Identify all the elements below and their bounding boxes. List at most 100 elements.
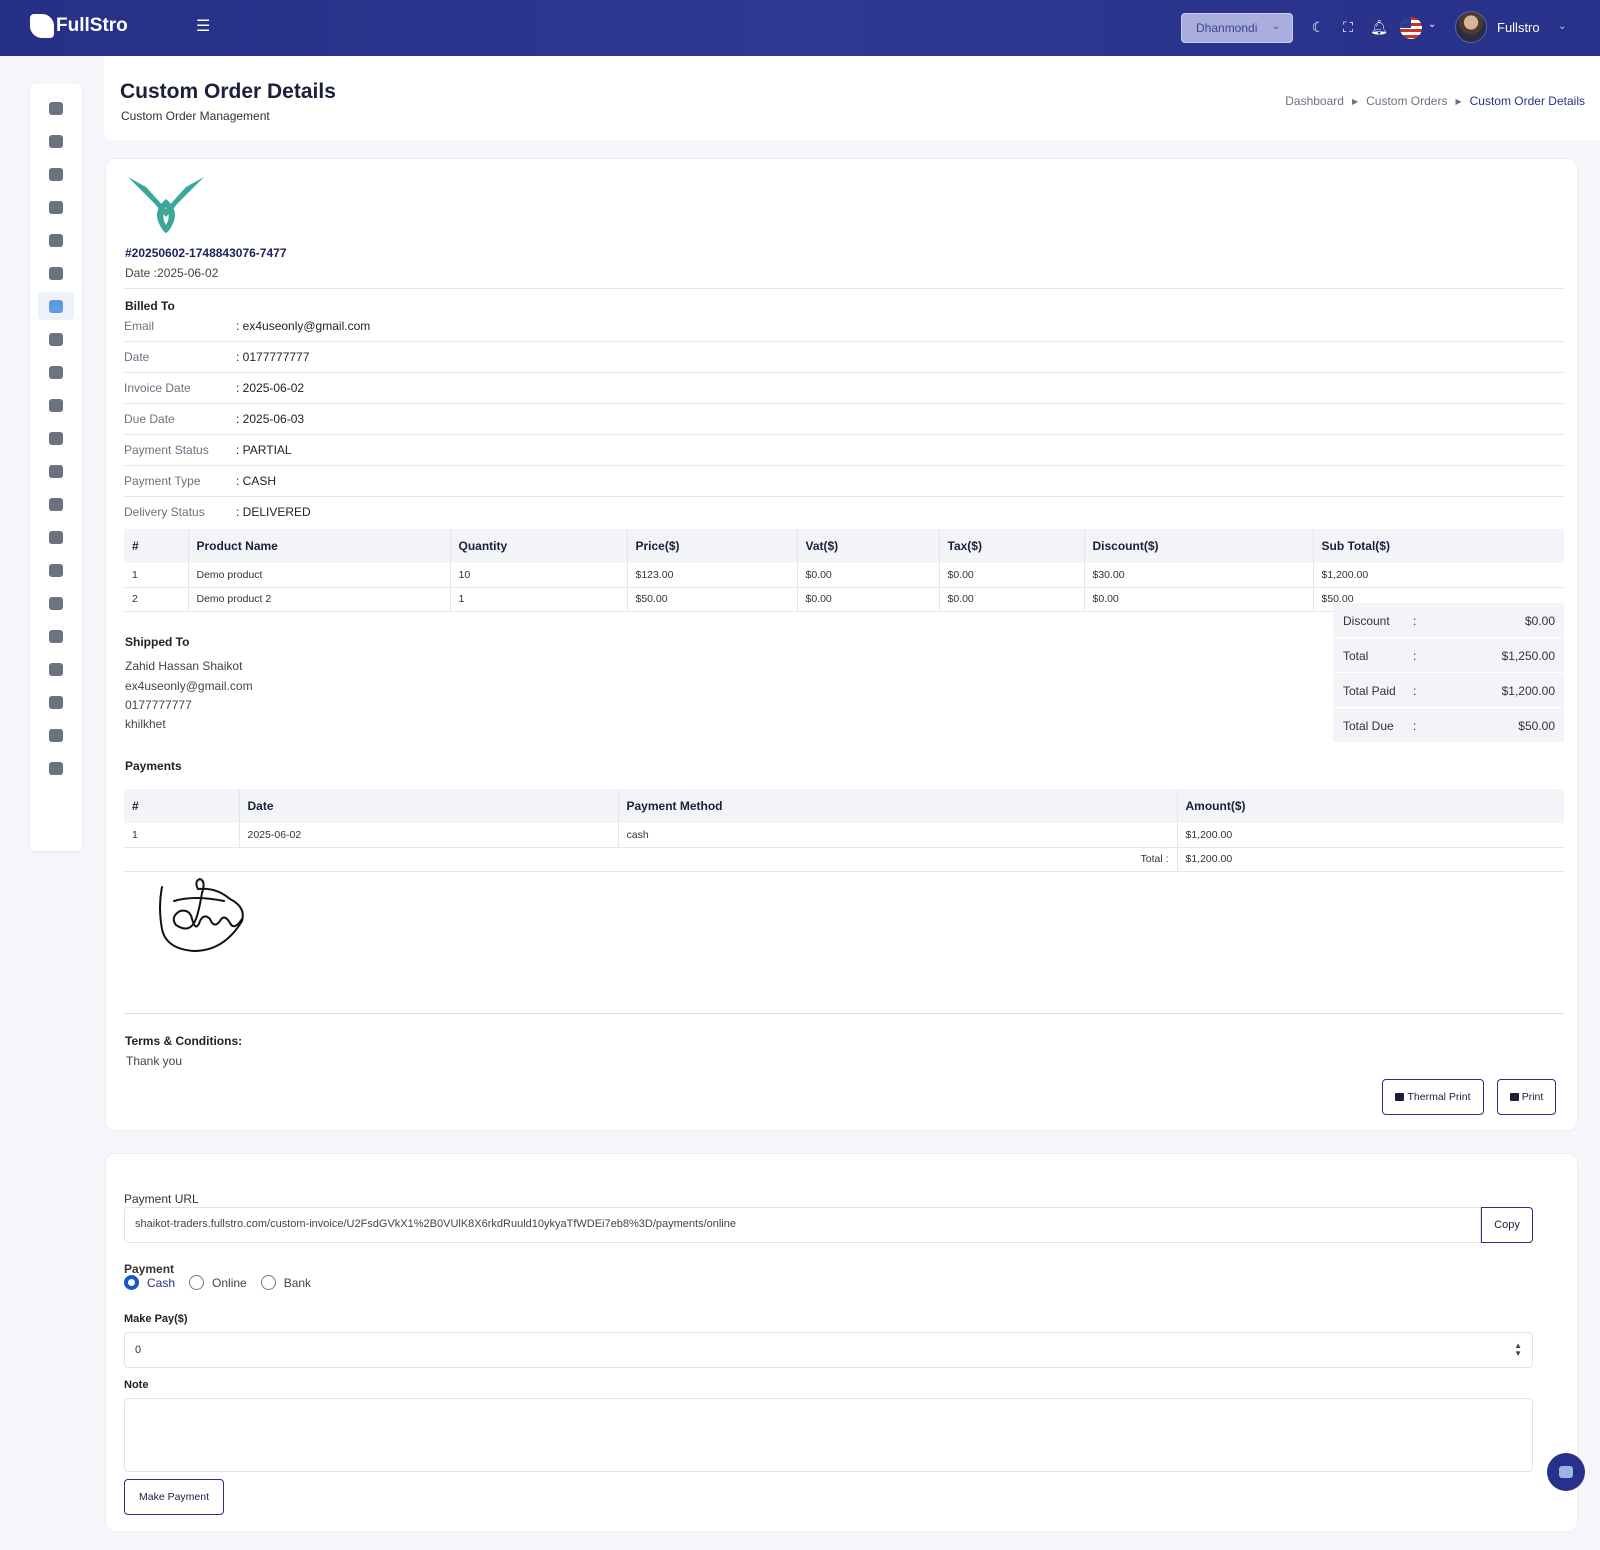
column-header: Date [239, 789, 619, 823]
cart-icon [49, 233, 63, 247]
payment-url-label: Payment URL [124, 1192, 199, 1206]
payment-method-cash[interactable]: Cash [124, 1275, 175, 1290]
sidebar-item-reports[interactable] [38, 490, 74, 518]
radio-button[interactable] [260, 1275, 276, 1290]
radio-button[interactable] [124, 1275, 139, 1290]
report-icon [49, 497, 63, 511]
totals-value: $0.00 [1524, 614, 1555, 628]
sidebar-item-roles[interactable] [38, 589, 74, 617]
column-header: Amount($) [1177, 789, 1564, 823]
sidebar-item-store[interactable] [38, 160, 74, 188]
billed-row-payment-type: Payment Type : CASH [124, 466, 1564, 497]
column-header: Payment Method [618, 789, 1178, 823]
print-button[interactable]: Print [1497, 1079, 1556, 1115]
totals-label: Discount [1343, 614, 1390, 628]
brand-logo[interactable]: FullStro [30, 14, 128, 38]
table-cell: Demo product 2 [188, 587, 451, 612]
sidebar-item-settings[interactable] [38, 523, 74, 551]
shipped-to-email: ex4useonly@gmail.com [125, 679, 253, 693]
payment-method-online[interactable]: Online [189, 1275, 247, 1290]
company-logo-icon [128, 177, 204, 233]
table-cell: $0.00 [1084, 587, 1314, 612]
payment-url-field[interactable]: shaikot-traders.fullstro.com/custom-invo… [124, 1207, 1481, 1243]
thermal-print-button[interactable]: Thermal Print [1382, 1079, 1484, 1115]
billed-row-payment-status: Payment Status : PARTIAL [124, 435, 1564, 466]
make-payment-button[interactable]: Make Payment [124, 1479, 224, 1515]
table-cell: cash [618, 823, 1178, 848]
sidebar-item-configuration[interactable] [38, 556, 74, 584]
sidebar-item-help[interactable] [38, 754, 74, 782]
sidebar-item-custom-orders[interactable] [38, 292, 74, 320]
notification-bell-icon[interactable]: 🔔︎ [1370, 19, 1388, 35]
page-subtitle: Custom Order Management [121, 109, 270, 123]
top-navbar: FullStro ☰ Dhanmondi ⌄ ☾ ⛶ 🔔︎ ⌄ Fullstro… [0, 0, 1600, 56]
radio-button[interactable] [189, 1275, 205, 1290]
sidebar-item-products[interactable] [38, 193, 74, 221]
radio-label: Bank [283, 1275, 312, 1290]
billed-value: : 0177777777 [236, 350, 310, 364]
language-flag-icon[interactable] [1400, 17, 1422, 39]
totals-row-total-paid: Total Paid : $1,200.00 [1333, 673, 1564, 708]
table-cell: $50.00 [627, 587, 798, 612]
note-label: Note [124, 1379, 149, 1391]
sidebar-item-expenses[interactable] [38, 424, 74, 452]
refresh-icon [49, 332, 63, 346]
sidebar-item-customers[interactable] [38, 358, 74, 386]
billed-row-email: Email : ex4useonly@gmail.com [124, 311, 1564, 342]
totals-separator: : [1413, 649, 1417, 663]
billed-label: Invoice Date [124, 381, 191, 395]
sidebar-item-users[interactable] [38, 127, 74, 155]
sidebar-item-messages[interactable] [38, 655, 74, 683]
breadcrumb-dashboard[interactable]: Dashboard [1285, 94, 1344, 108]
user-gear-icon [49, 596, 63, 610]
menu-toggle-icon[interactable]: ☰ [196, 18, 211, 35]
ledger-icon [49, 464, 63, 478]
totals-label: Total Due [1343, 719, 1394, 733]
billed-value: : PARTIAL [236, 443, 292, 457]
dark-mode-moon-icon[interactable]: ☾ [1311, 19, 1325, 35]
table-cell: $1,200.00 [1313, 563, 1564, 588]
cog-icon [49, 563, 63, 577]
billed-row-date: Date : 0177777777 [124, 342, 1564, 373]
fullscreen-icon[interactable]: ⛶ [1343, 19, 1353, 35]
sidebar-item-returns[interactable] [38, 325, 74, 353]
sidebar-item-files[interactable] [38, 721, 74, 749]
sidebar-item-bookmarks[interactable] [38, 688, 74, 716]
payment-method-bank[interactable]: Bank [260, 1275, 312, 1290]
chat-button[interactable] [1547, 1453, 1585, 1491]
sidebar-item-suppliers[interactable] [38, 391, 74, 419]
sidebar-item-cart[interactable] [38, 226, 74, 254]
column-header: Discount($) [1084, 529, 1314, 563]
divider [124, 288, 1564, 289]
sidebar-item-accounts[interactable] [38, 457, 74, 485]
user-avatar[interactable] [1455, 11, 1487, 43]
note-textarea[interactable] [124, 1398, 1533, 1472]
divider [124, 1013, 1564, 1014]
number-spinner-icon[interactable]: ▲ ▼ [1514, 1341, 1522, 1358]
user-name[interactable]: Fullstro [1497, 20, 1540, 35]
table-cell: 1 [450, 587, 628, 612]
user-menu-chevron-down-icon[interactable]: ⌄ [1558, 21, 1567, 32]
payment-method-radio-group: Cash Online Bank [124, 1275, 311, 1290]
user-circle-icon [49, 398, 63, 412]
sidebar-item-dashboard[interactable] [38, 94, 74, 122]
breadcrumb-custom-orders[interactable]: Custom Orders [1366, 94, 1448, 108]
copy-url-button[interactable]: Copy [1481, 1207, 1533, 1243]
billed-label: Email [124, 319, 155, 333]
totals-value: $1,200.00 [1501, 684, 1555, 698]
column-header: Price($) [627, 529, 798, 563]
payments-total-value: $1,200.00 [1177, 847, 1564, 872]
invoice-date: Date :2025-06-02 [125, 266, 219, 280]
table-row: 1 Demo product 10 $123.00 $0.00 $0.00 $3… [124, 563, 1564, 588]
sidebar-item-integrations[interactable] [38, 622, 74, 650]
sidebar-item-purchases[interactable] [38, 259, 74, 287]
billed-label: Delivery Status [124, 505, 205, 519]
printer-icon [1395, 1093, 1405, 1101]
make-pay-input[interactable]: 0 ▲ ▼ [124, 1332, 1533, 1368]
branch-select[interactable]: Dhanmondi ⌄ [1181, 13, 1293, 43]
language-chevron-down-icon[interactable]: ⌄ [1428, 19, 1437, 30]
table-header-row: # Product Name Quantity Price($) Vat($) … [124, 529, 1564, 563]
payments-title: Payments [125, 759, 182, 773]
store-icon [49, 167, 63, 181]
column-header: # [124, 789, 240, 823]
